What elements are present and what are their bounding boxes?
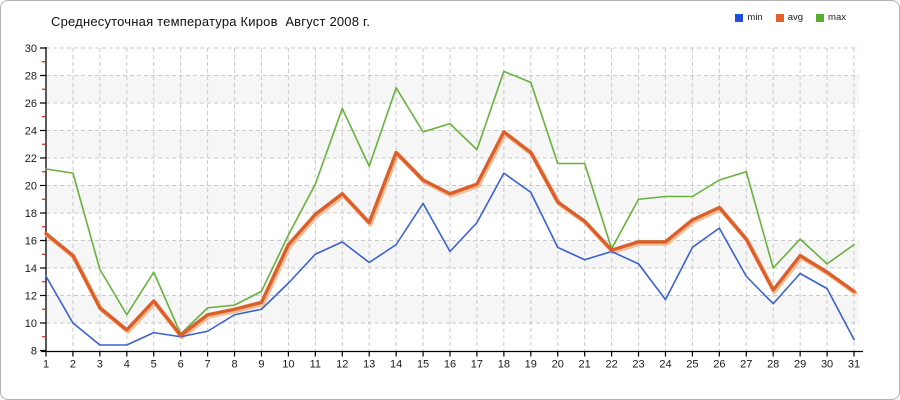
x-tick-label: 2 — [70, 359, 76, 371]
x-tick-label: 28 — [767, 359, 779, 371]
y-tick-label: 30 — [25, 43, 37, 55]
y-tick-label: 22 — [25, 153, 37, 165]
x-tick-label: 23 — [632, 359, 644, 371]
legend-label: max — [828, 12, 846, 23]
x-tick-label: 1 — [43, 359, 49, 371]
y-tick-label: 20 — [25, 181, 37, 193]
x-tick-label: 22 — [605, 359, 617, 371]
x-tick-label: 13 — [363, 359, 375, 371]
x-tick-label: 5 — [151, 359, 157, 371]
x-tick-label: 18 — [498, 359, 510, 371]
x-tick-label: 12 — [336, 359, 348, 371]
chart-legend: min avg max — [735, 12, 846, 23]
y-tick-label: 24 — [25, 126, 37, 138]
x-tick-label: 7 — [205, 359, 211, 371]
x-tick-label: 17 — [471, 359, 483, 371]
x-tick-label: 11 — [310, 359, 321, 371]
x-tick-label: 4 — [124, 359, 130, 371]
x-tick-label: 16 — [444, 359, 456, 371]
x-tick-label: 9 — [258, 359, 264, 371]
y-tick-label: 10 — [25, 318, 37, 330]
y-tick-label: 18 — [25, 208, 37, 220]
x-tick-label: 8 — [231, 359, 237, 371]
y-tick-label: 28 — [25, 71, 37, 83]
x-tick-label: 14 — [390, 359, 402, 371]
x-tick-label: 26 — [713, 359, 725, 371]
x-tick-label: 30 — [821, 359, 833, 371]
x-tick-label: 6 — [178, 359, 184, 371]
max-swatch-icon — [816, 13, 825, 22]
x-tick-label: 3 — [97, 359, 103, 371]
x-tick-label: 31 — [848, 359, 860, 371]
legend-label: avg — [787, 12, 804, 23]
legend-item-avg: avg — [775, 12, 804, 23]
y-tick-label: 16 — [25, 236, 37, 248]
x-tick-label: 27 — [740, 359, 752, 371]
x-tick-label: 29 — [794, 359, 806, 371]
legend-item-min: min — [735, 12, 763, 23]
y-tick-label: 14 — [25, 263, 37, 275]
x-tick-label: 24 — [659, 359, 671, 371]
y-tick-label: 26 — [25, 98, 37, 110]
y-tick-label: 8 — [31, 346, 37, 358]
x-tick-label: 15 — [417, 359, 429, 371]
series-line-avg — [44, 130, 856, 338]
legend-label: min — [747, 12, 763, 23]
x-tick-label: 20 — [552, 359, 564, 371]
y-tick-label: 12 — [25, 291, 37, 303]
min-swatch-icon — [735, 13, 744, 22]
x-tick-label: 25 — [686, 359, 698, 371]
legend-item-max: max — [816, 12, 846, 23]
avg-swatch-icon — [775, 13, 784, 22]
chart-title: Среднесуточная температура Киров Август … — [51, 14, 371, 29]
x-tick-label: 21 — [579, 359, 591, 371]
x-tick-label: 10 — [282, 359, 294, 371]
x-tick-label: 19 — [525, 359, 537, 371]
